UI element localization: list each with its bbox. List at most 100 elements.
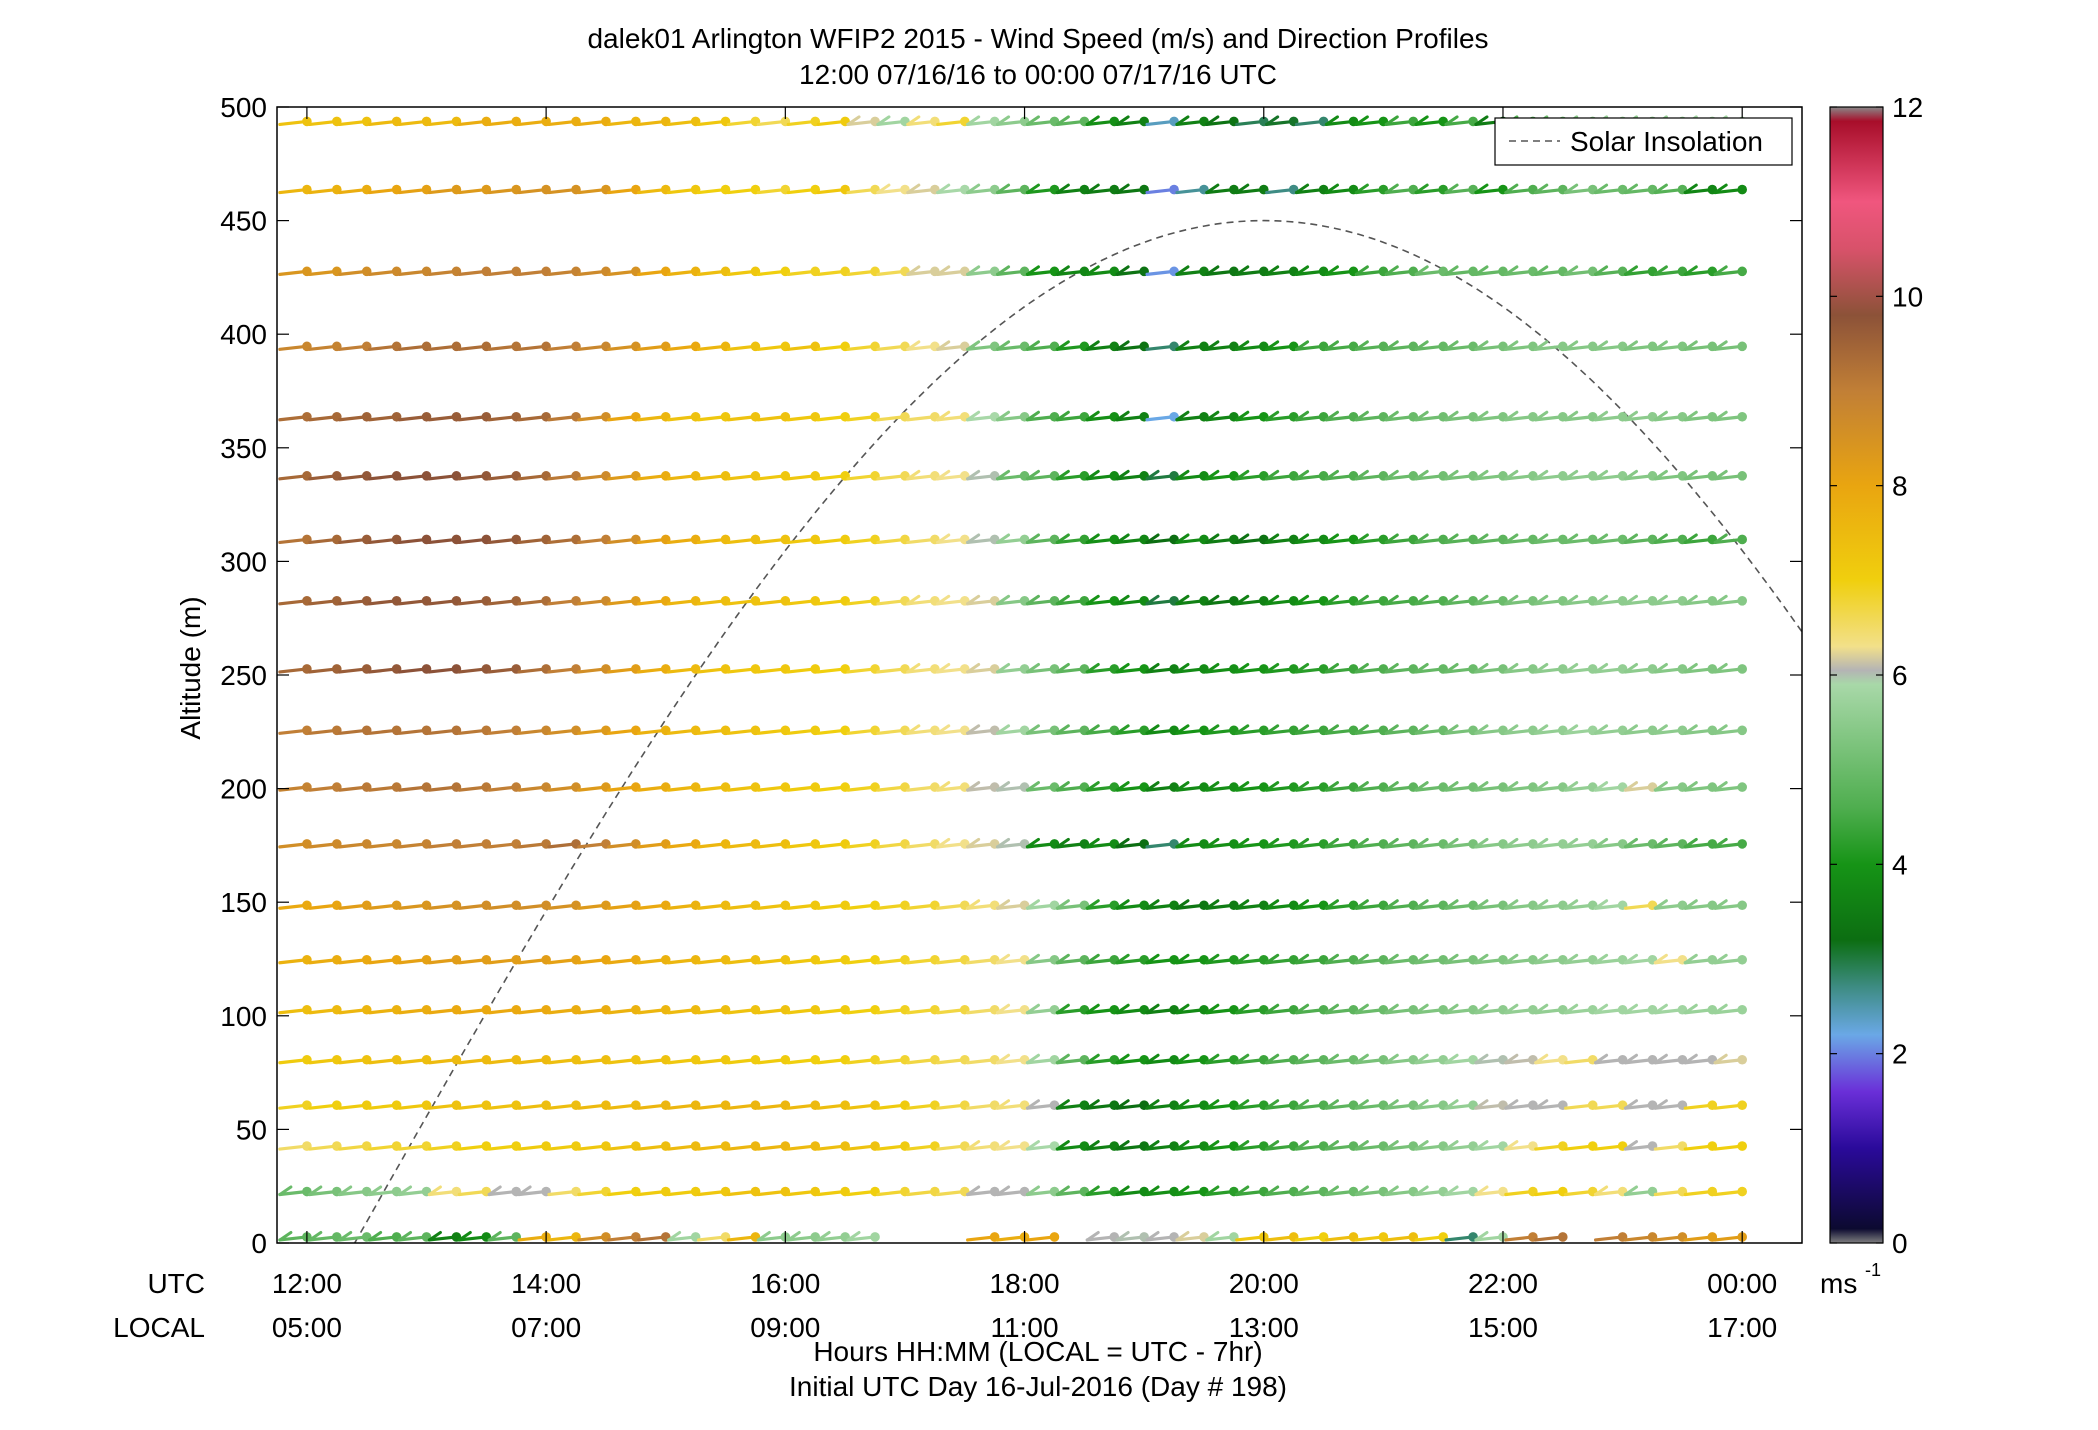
wind-barb-feather [1683, 953, 1698, 965]
wind-barb [1623, 410, 1658, 422]
wind-barb-feather [1623, 781, 1638, 792]
wind-barb-feather [1653, 724, 1668, 735]
wind-barb-feather [1623, 662, 1638, 674]
y-tick-label: 150 [220, 887, 267, 918]
wind-barb-feather [996, 183, 1011, 195]
wind-barb-feather [1115, 340, 1130, 351]
wind-barb-feather [1504, 265, 1519, 276]
wind-barb-feather [338, 1230, 353, 1242]
y-tick-label: 100 [220, 1001, 267, 1032]
wind-barb-feather [1384, 953, 1399, 965]
wind-barb-feather [906, 265, 921, 276]
wind-barb-feather [1025, 115, 1040, 126]
wind-barb-feather [1205, 469, 1220, 481]
wind-barb-feather [1085, 899, 1100, 910]
wind-barb-feather [1384, 724, 1399, 735]
wind-barb-feather [1235, 662, 1250, 674]
wind-barb [1025, 340, 1060, 352]
wind-barb-feather [1354, 115, 1369, 126]
wind-barb-feather [966, 410, 981, 422]
wind-barb-feather [1534, 662, 1549, 674]
wind-barb-feather [906, 469, 921, 481]
wind-barb [1713, 410, 1747, 422]
wind-barb [1713, 899, 1747, 911]
wind-barb-feather [1683, 837, 1698, 849]
wind-barb-feather [1564, 953, 1579, 965]
wind-barb-feather [1055, 340, 1070, 351]
wind-barb-feather [1085, 662, 1100, 674]
colorbar-tick-label: 2 [1892, 1039, 1908, 1070]
wind-barb-feather [1295, 1099, 1310, 1110]
wind-barb-feather [1205, 533, 1220, 544]
wind-barb-feather [1175, 340, 1190, 351]
wind-barb-feather [1145, 953, 1160, 965]
wind-barb-feather [1235, 340, 1250, 351]
wind-barb-feather [966, 1185, 981, 1197]
wind-barb-feather [966, 662, 981, 674]
wind-barb [1683, 662, 1718, 674]
wind-barb [278, 1185, 312, 1197]
wind-barb [1115, 899, 1149, 911]
wind-barb-feather [1055, 469, 1070, 481]
wind-barb-feather [1265, 1185, 1280, 1197]
wind-barb-feather [1324, 953, 1339, 965]
wind-barb-feather [966, 115, 981, 126]
wind-barb-feather [1205, 115, 1220, 126]
wind-barb-feather [1175, 1185, 1190, 1197]
wind-barb-feather [1205, 781, 1220, 792]
wind-barb-feather [1444, 899, 1459, 910]
wind-barb-feather [1504, 724, 1519, 735]
wind-barb-feather [1414, 1099, 1429, 1110]
wind-barb-feather [1414, 953, 1429, 965]
wind-barb [906, 724, 940, 736]
y-tick-labels: 0 50 100 150 200 250 300 350 400 450 500 [220, 92, 267, 1259]
wind-barb-feather [1713, 1053, 1728, 1065]
wind-barb-feather [1235, 265, 1250, 276]
wind-barb [1384, 724, 1419, 736]
wind-barb [1085, 1053, 1120, 1065]
wind-barb-feather [1085, 1185, 1100, 1197]
wind-barb-feather [398, 1230, 413, 1242]
wind-barb-feather [1414, 410, 1429, 422]
wind-barb [1713, 340, 1747, 352]
wind-barb-feather [1474, 1053, 1489, 1065]
altitude-profile [278, 340, 1747, 352]
wind-barb-feather [1683, 183, 1698, 195]
wind-barb-feather [966, 183, 981, 195]
wind-barb-feather [1055, 662, 1070, 674]
wind-barb-dot [870, 1232, 880, 1242]
wind-barb-feather [1504, 1099, 1519, 1110]
wind-barb-feather [1235, 1099, 1250, 1110]
wind-barb [1085, 1099, 1120, 1110]
wind-barb-feather [1444, 183, 1459, 195]
wind-barb-feather [1115, 410, 1130, 422]
wind-barb-feather [966, 781, 981, 792]
wind-barb-feather [1295, 1140, 1310, 1151]
wind-barb-feather [1594, 410, 1609, 422]
altitude-profile [278, 1185, 1747, 1197]
wind-barb [966, 265, 1000, 277]
wind-barb-feather [308, 1185, 323, 1197]
wind-barb [1444, 265, 1478, 277]
wind-barb-feather [1115, 594, 1130, 606]
altitude-profile [278, 953, 1747, 965]
wind-barb-feather [1085, 265, 1100, 276]
wind-barb-feather [1295, 469, 1310, 481]
wind-barb-feather [1444, 953, 1459, 965]
wind-barb-feather [996, 781, 1011, 792]
x-tick-label-utc: 18:00 [990, 1268, 1060, 1299]
wind-barb-feather [1474, 1230, 1489, 1242]
y-tick-label: 300 [220, 546, 267, 577]
wind-barb-feather [966, 469, 981, 481]
wind-barb-feather [996, 410, 1011, 422]
y-tick-label: 350 [220, 433, 267, 464]
wind-barb-feather [1683, 340, 1698, 351]
wind-barb [1324, 1099, 1359, 1110]
wind-barb-feather [1653, 340, 1668, 351]
x-tick-label-utc: 20:00 [1229, 1268, 1299, 1299]
wind-barb-feather [1474, 115, 1489, 126]
wind-barb-feather [1025, 837, 1040, 849]
wind-barb-feather [996, 469, 1011, 481]
wind-barb-feather [1564, 340, 1579, 351]
wind-barb-feather [1025, 1053, 1040, 1065]
